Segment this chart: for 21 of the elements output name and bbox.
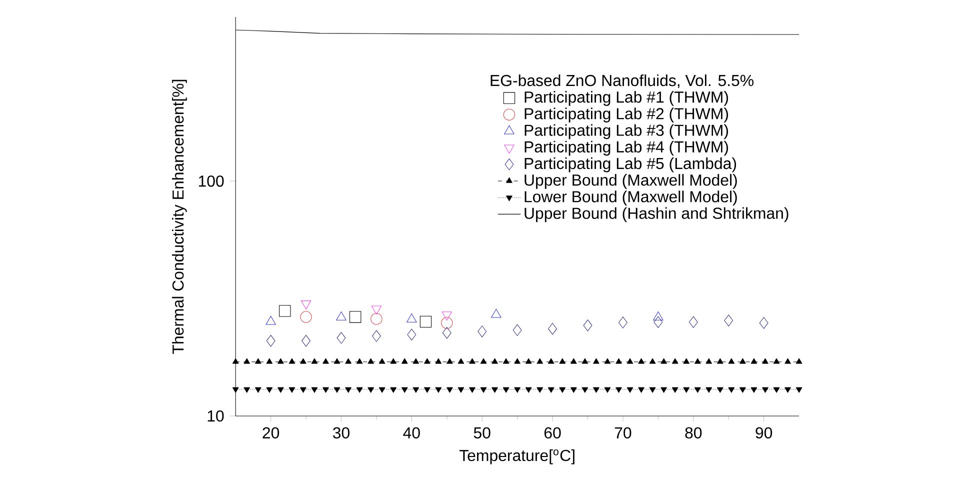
x-tick-label: 90: [756, 427, 772, 438]
x-tick-label: 20: [262, 427, 280, 438]
legend-label: Participating Lab #5 (Lambda): [524, 157, 736, 172]
y-tick-label: 100: [198, 175, 224, 187]
y-axis-title: Thermal Conductivity Enhancement[%]: [172, 80, 187, 354]
legend-title: EG-based ZnO Nanofluids, Vol. 5.5%: [490, 74, 754, 88]
legend-label: Lower Bound (Maxwell Model): [524, 190, 737, 206]
x-tick-label: 50: [474, 427, 490, 438]
legend-label: Participating Lab #1 (THWM): [524, 91, 728, 106]
legend-label: Participating Lab #3 (THWM): [524, 124, 728, 140]
x-tick-label: 70: [614, 427, 632, 438]
legend-label: Participating Lab #4 (THWM): [524, 140, 728, 156]
legend-label: Upper Bound (Maxwell Model): [524, 174, 737, 189]
y-tick-label: 10: [208, 410, 224, 422]
x-tick-label: 40: [403, 427, 420, 438]
legend-label: Participating Lab #2 (THWM): [524, 108, 728, 122]
legend-label: Upper Bound (Hashin and Shtrikman): [524, 207, 788, 222]
x-axis-title: Temperature[$^{o}$C]: [459, 449, 574, 464]
x-tick-label: 30: [332, 427, 350, 438]
x-tick-label: 80: [685, 427, 702, 438]
x-tick-label: 60: [544, 427, 561, 438]
